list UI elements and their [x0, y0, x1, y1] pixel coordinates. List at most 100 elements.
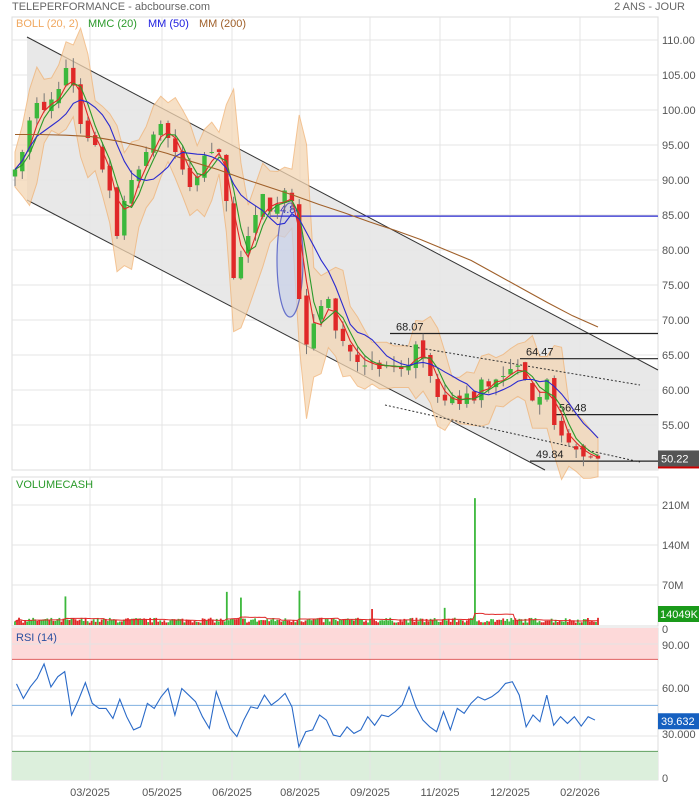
volume-bar [88, 622, 91, 625]
volume-bar [574, 622, 577, 625]
volume-bar [425, 618, 428, 625]
candle [304, 295, 309, 345]
rsi-line [16, 662, 596, 749]
volume-bar [50, 617, 53, 625]
volume-bar [240, 597, 242, 625]
price-tick-label: 80.00 [662, 245, 690, 257]
candle [537, 397, 542, 405]
volume-bar [482, 622, 484, 625]
volume-bar [100, 619, 103, 625]
last-price-value: 50.22 [661, 453, 689, 465]
volume-bar [296, 620, 299, 625]
volume-bar [157, 621, 160, 625]
volume-bar [46, 618, 49, 625]
volume-bar [570, 620, 573, 625]
candle [194, 176, 200, 186]
volume-bar [488, 621, 490, 625]
volume-bar [580, 622, 583, 625]
volume-bar [211, 619, 214, 625]
candle [246, 236, 251, 254]
volume-bar [167, 622, 170, 625]
candle [114, 187, 120, 236]
volume-bar [584, 619, 587, 625]
volume-bar [461, 620, 464, 625]
volume-bar [121, 621, 123, 625]
volume-bar [435, 619, 438, 625]
price-tick-label: 110.00 [662, 35, 695, 47]
volume-bar [350, 619, 353, 625]
last-rsi-badge [658, 713, 699, 730]
volume-bar [522, 622, 525, 625]
volume-bar [419, 618, 422, 625]
price-tick-label: 55.00 [662, 420, 690, 432]
volume-bar [231, 618, 234, 625]
volume-bar [334, 619, 337, 625]
volume-bar [381, 620, 384, 625]
volume-bar [306, 619, 309, 625]
rsi-tick-label: 0 [662, 773, 668, 785]
candle [573, 446, 579, 450]
candle [282, 190, 287, 203]
volume-bar [399, 619, 402, 625]
volume-bar [496, 619, 499, 625]
candle [78, 84, 83, 124]
volume-bar [508, 621, 511, 625]
candle [71, 67, 76, 86]
volume-bar [199, 622, 202, 625]
volume-bar [447, 619, 450, 625]
legend-mmc20: MMC (20) [88, 18, 137, 30]
volume-bar [312, 619, 315, 625]
candle [515, 365, 521, 367]
volume-bar [310, 620, 313, 625]
volume-bar [82, 621, 85, 625]
volume-bar [258, 620, 260, 625]
volume-bar [455, 622, 458, 625]
rsi-oversold-zone [12, 751, 658, 780]
volume-bar [439, 621, 442, 625]
volume-bar [348, 619, 351, 625]
volume-bar [421, 618, 424, 625]
x-tick-label: 05/2025 [142, 787, 182, 799]
volume-bar [338, 619, 341, 625]
volume-bar [54, 620, 57, 625]
volume-bar [16, 619, 18, 625]
volume-bar [102, 618, 105, 625]
volume-bar [159, 620, 162, 625]
x-tick-label: 03/2025 [70, 787, 110, 799]
candle [56, 89, 61, 104]
volume-bar [564, 618, 567, 625]
candle [107, 165, 112, 191]
volume-bar [106, 621, 109, 625]
volume-bar [506, 618, 509, 625]
volume-bar [187, 619, 190, 625]
volume-bar [52, 620, 55, 625]
volume-bar [155, 617, 158, 625]
level-label: 49.84 [536, 449, 564, 461]
volume-bar [223, 621, 226, 625]
volume-bar [227, 620, 230, 625]
volume-bar [593, 621, 595, 625]
candle [297, 204, 302, 299]
volume-bar [42, 619, 45, 625]
volume-bar [84, 618, 87, 625]
volume-bar [30, 620, 33, 625]
volume-bar [145, 619, 148, 625]
volume-bar [415, 617, 418, 625]
period-selector[interactable]: 2 ANS - JOUR [614, 1, 685, 13]
volume-bar [268, 621, 271, 625]
volume-bar [282, 621, 285, 625]
volume-bar [457, 620, 460, 625]
volume-bar [104, 618, 107, 625]
volume-bar [185, 619, 188, 625]
x-tick-label: 06/2025 [212, 787, 252, 799]
volume-bar [548, 620, 551, 625]
volume-bar [195, 621, 198, 625]
legend-boll: BOLL (20, 2) [16, 18, 79, 30]
volume-bar [393, 622, 396, 625]
volume-bar [98, 621, 101, 625]
chart-title: TELEPERFORMANCE - abcbourse.com [12, 1, 211, 13]
volume-bar [375, 621, 377, 625]
volume-bar [502, 618, 505, 625]
volume-bar [248, 621, 250, 625]
